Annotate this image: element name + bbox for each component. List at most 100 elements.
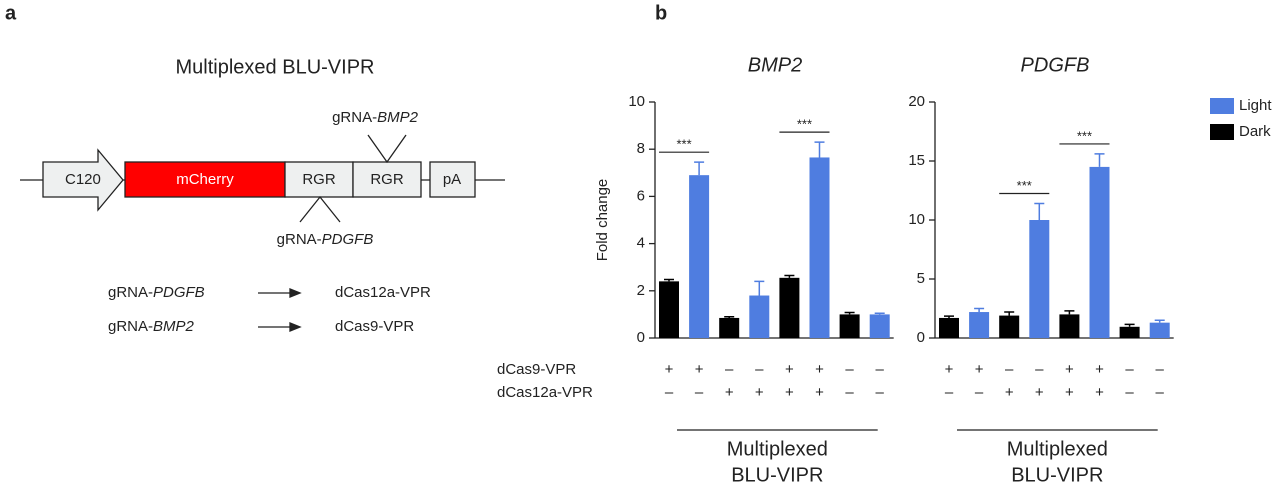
error-bar xyxy=(724,316,735,318)
condition-sign: – xyxy=(1005,361,1014,378)
y-tick-label: 10 xyxy=(628,93,645,110)
bar xyxy=(779,277,800,338)
y-tick-label: 8 xyxy=(637,140,645,157)
arrow-head xyxy=(289,288,302,298)
bar xyxy=(969,312,990,338)
arrow-head xyxy=(289,322,302,332)
bar xyxy=(839,314,860,338)
y-tick-label: 0 xyxy=(917,329,925,346)
error-bar xyxy=(1124,323,1135,327)
error-bar xyxy=(844,311,855,315)
bar xyxy=(1029,220,1050,338)
element-label: RGR xyxy=(302,171,336,188)
grna-connector xyxy=(299,195,341,223)
bar xyxy=(749,295,770,338)
error-bar xyxy=(874,312,885,315)
condition-sign: + xyxy=(695,361,704,378)
grna-gene: BMP2 xyxy=(153,318,195,335)
mapping-grna: gRNA-BMP2 xyxy=(108,318,195,335)
condition-sign: + xyxy=(815,384,824,401)
element-label: pA xyxy=(443,171,461,188)
bar xyxy=(1089,166,1110,338)
bar xyxy=(659,281,679,338)
condition-sign: – xyxy=(1035,361,1044,378)
condition-sign: + xyxy=(1005,384,1014,401)
y-axis-label: Fold change xyxy=(594,179,611,262)
element-label: mCherry xyxy=(176,171,234,188)
bar xyxy=(1149,322,1170,338)
y-tick-label: 10 xyxy=(908,211,925,228)
condition-sign: + xyxy=(1065,384,1074,401)
chart-title: BMP2 xyxy=(748,54,802,76)
y-tick-label: 2 xyxy=(637,282,645,299)
bar xyxy=(809,157,830,338)
grna-connector xyxy=(367,134,407,164)
significance-label: *** xyxy=(797,117,812,132)
panel-label: b xyxy=(655,2,667,24)
condition-sign: + xyxy=(785,361,794,378)
group-label: BLU-VIPR xyxy=(1011,464,1103,486)
significance-label: *** xyxy=(1017,178,1032,193)
condition-sign: – xyxy=(1156,384,1165,401)
condition-sign: – xyxy=(876,361,885,378)
condition-sign: – xyxy=(725,361,734,378)
legend-swatch xyxy=(1210,124,1234,140)
condition-sign: – xyxy=(876,384,885,401)
grna-gene: PDGFB xyxy=(153,284,205,301)
error-bar xyxy=(694,161,705,176)
condition-sign: – xyxy=(1156,361,1165,378)
condition-name: dCas9-VPR xyxy=(497,361,576,378)
bar xyxy=(1059,314,1080,338)
grna-prefix: gRNA- xyxy=(108,284,153,301)
condition-sign: – xyxy=(1125,361,1134,378)
error-bar xyxy=(974,307,985,313)
error-bar xyxy=(754,280,765,296)
rgr-box xyxy=(352,161,422,198)
group-label: Multiplexed xyxy=(727,438,828,460)
condition-sign: + xyxy=(815,361,824,378)
element-label: RGR xyxy=(370,171,404,188)
grna-label: gRNA-BMP2 xyxy=(332,109,419,126)
bar xyxy=(939,317,959,338)
condition-sign: + xyxy=(1065,361,1074,378)
construct xyxy=(20,134,505,223)
condition-sign: – xyxy=(1125,384,1134,401)
error-bar xyxy=(1064,310,1075,315)
condition-sign: – xyxy=(755,361,764,378)
grna-prefix: gRNA- xyxy=(108,318,153,335)
bar xyxy=(1119,326,1140,338)
legend-swatch xyxy=(1210,98,1234,114)
group-label: Multiplexed xyxy=(1007,438,1108,460)
condition-sign: + xyxy=(665,361,674,378)
significance-label: *** xyxy=(676,137,691,152)
panel-label: a xyxy=(5,2,17,24)
condition-sign: + xyxy=(945,361,954,378)
condition-name: dCas12a-VPR xyxy=(497,384,593,401)
rgr-box xyxy=(284,161,354,198)
error-bar xyxy=(664,278,674,282)
bar xyxy=(999,315,1020,338)
condition-sign: – xyxy=(695,384,704,401)
condition-sign: + xyxy=(755,384,764,401)
grna-label: gRNA-PDGFB xyxy=(277,231,374,248)
bar xyxy=(689,175,710,338)
grna-prefix: gRNA- xyxy=(277,231,322,248)
error-bar xyxy=(1034,202,1045,220)
group-label: BLU-VIPR xyxy=(731,464,823,486)
y-tick-label: 15 xyxy=(908,152,925,169)
error-bar xyxy=(784,274,795,278)
promoter-arrow xyxy=(42,148,124,212)
error-bar xyxy=(1004,311,1015,316)
bar xyxy=(869,314,890,338)
condition-sign: – xyxy=(845,384,854,401)
condition-sign: + xyxy=(1095,361,1104,378)
condition-sign: – xyxy=(665,384,674,401)
significance-label: *** xyxy=(1077,128,1092,143)
error-bar xyxy=(814,141,825,158)
chart-title: PDGFB xyxy=(1021,54,1090,76)
y-tick-label: 6 xyxy=(637,187,645,204)
condition-sign: + xyxy=(785,384,794,401)
condition-sign: – xyxy=(945,384,954,401)
